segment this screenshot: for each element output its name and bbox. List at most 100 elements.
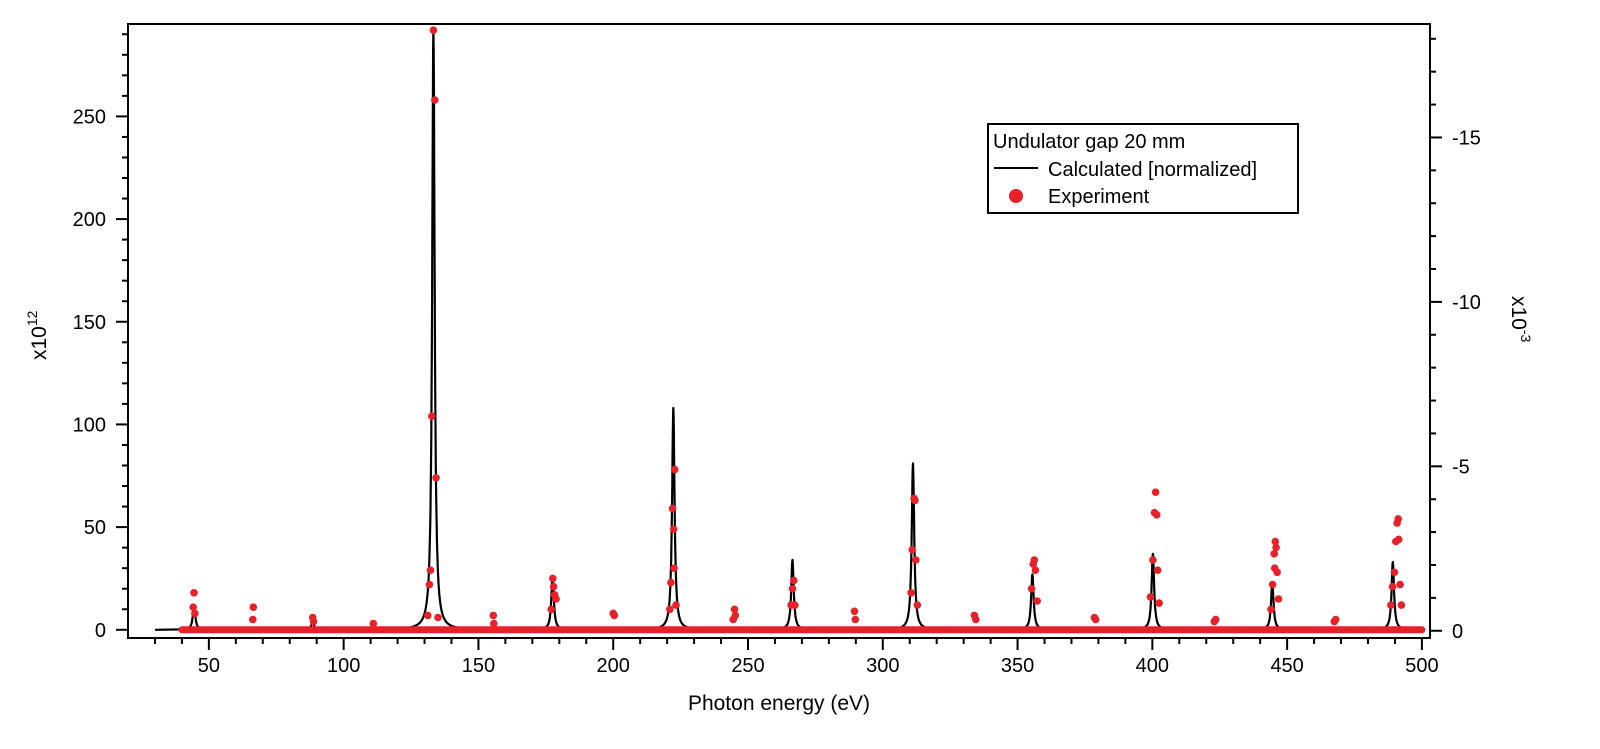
experiment-point [1270, 550, 1278, 558]
x-tick-label: 300 [866, 655, 899, 677]
experiment-point [190, 589, 198, 597]
experiment-baseline-markers [178, 626, 1426, 634]
experiment-point [424, 611, 432, 620]
experiment-point [907, 589, 915, 597]
legend-marker-swatch [1009, 189, 1023, 203]
experiment-point [426, 566, 435, 574]
legend-box [987, 123, 1299, 214]
experiment-point [668, 504, 677, 513]
x-tick-label: 400 [1136, 655, 1169, 677]
experiment-point [1331, 615, 1340, 624]
experiment-point [1033, 597, 1041, 605]
experiment-point [425, 580, 434, 589]
experiment-point [672, 601, 680, 609]
experiment-point [432, 474, 440, 482]
experiment-point [850, 607, 859, 616]
experiment-point [1146, 593, 1155, 601]
experiment-point [788, 584, 797, 593]
experiment-point [851, 615, 860, 624]
experiment-point [549, 582, 558, 591]
experiment-point [667, 578, 675, 587]
experiment-point [1273, 568, 1281, 577]
left-tick-label: 150 [73, 312, 106, 334]
plot-frame [127, 23, 1431, 639]
experiment-point [1027, 584, 1036, 593]
experiment-point [431, 96, 439, 104]
experiment-point [489, 611, 498, 620]
experiment-point [189, 603, 197, 611]
x-tick-label: 150 [462, 655, 495, 677]
experiment-point [1153, 566, 1162, 574]
left-tick-label: 0 [95, 620, 106, 642]
experiment-point [1394, 535, 1403, 544]
experiment-point [1390, 568, 1399, 577]
experiment-point [1397, 601, 1406, 609]
legend-entry-calculated: Calculated [normalized] [1048, 159, 1257, 181]
x-tick-label: 100 [327, 655, 360, 677]
left-tick-label: 50 [84, 517, 106, 539]
experiment-point [1211, 615, 1220, 624]
left-tick-label: 200 [73, 209, 106, 231]
experiment-point [1155, 599, 1163, 607]
legend: Undulator gap 20 mm Calculated [normaliz… [987, 123, 1299, 214]
experiment-point [670, 564, 678, 572]
experiment-point [670, 465, 679, 474]
experiment-point [908, 545, 916, 554]
x-tick-label: 50 [198, 655, 220, 677]
experiment-point [1152, 511, 1161, 519]
right-axis-multiplier: x10-3 [1507, 296, 1534, 343]
experiment-point [549, 574, 557, 583]
left-axis-multiplier-base: x10 [28, 326, 51, 360]
experiment-point [369, 619, 378, 628]
right-tick-label: -15 [1452, 127, 1481, 149]
right-tick-label: 0 [1452, 621, 1463, 643]
experiment-point [547, 605, 555, 614]
x-tick-label: 350 [1001, 655, 1034, 677]
right-tick-label: -5 [1452, 456, 1470, 478]
experiment-point [1149, 556, 1157, 564]
experiment-point [972, 615, 980, 624]
experiment-point [1274, 595, 1283, 603]
experiment-point [791, 601, 799, 609]
legend-title: Undulator gap 20 mm [993, 131, 1185, 153]
experiment-point [1394, 515, 1402, 523]
experiment-point [1388, 582, 1397, 591]
right-axis-multiplier-base: x10 [1507, 296, 1530, 330]
x-tick-label: 450 [1270, 655, 1303, 677]
x-tick-label: 200 [597, 655, 630, 677]
series-layer [154, 26, 1426, 634]
right-tick-label: -10 [1452, 292, 1481, 314]
calculated-line [154, 29, 1423, 631]
experiment-point [610, 611, 619, 620]
experiment-point [1272, 543, 1280, 552]
experiment-point [731, 611, 740, 620]
right-axis-multiplier-exponent: -3 [1518, 330, 1534, 343]
experiment-point [912, 556, 920, 564]
experiment-point [1396, 580, 1404, 589]
left-tick-label: 100 [73, 414, 106, 436]
experiment-point [669, 525, 678, 533]
experiment-point [1418, 626, 1426, 634]
experiment-point [913, 601, 922, 609]
left-axis-multiplier-exponent: 12 [24, 310, 40, 326]
experiment-point [1387, 601, 1395, 609]
experiment-point [1091, 615, 1100, 624]
experiment-point [730, 605, 739, 614]
experiment-point [1268, 580, 1277, 589]
experiment-point [249, 615, 257, 624]
experiment-point [191, 609, 199, 618]
experiment-point [1031, 566, 1040, 574]
axis-layer: 50 100 150 200 250 300 350 400 450 500 0 50 100 150 20… [73, 33, 1481, 677]
experiment-point [1151, 488, 1160, 497]
experiment-point [552, 595, 560, 603]
left-tick-label: 250 [73, 106, 106, 128]
experiment-point [1030, 556, 1039, 564]
experiment-point [911, 496, 919, 505]
experiment-point [790, 576, 798, 585]
x-tick-label: 500 [1405, 655, 1438, 677]
experiment-point [666, 605, 674, 614]
experiment-point [428, 412, 436, 421]
experiment-point [434, 613, 442, 622]
experiment-point [1267, 605, 1275, 614]
